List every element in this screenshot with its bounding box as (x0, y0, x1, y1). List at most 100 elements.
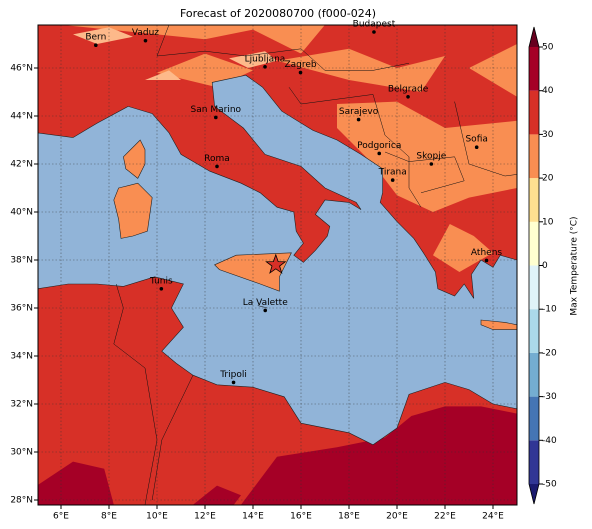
city-dot (231, 380, 236, 385)
colorbar-band (529, 309, 539, 353)
colorbar-band (529, 265, 539, 310)
hot-spot (73, 27, 133, 44)
colorbar-band (529, 396, 539, 441)
island (480, 319, 517, 330)
city-label: Belgrade (388, 84, 429, 94)
border (151, 375, 194, 501)
city-dot (214, 115, 218, 120)
city-label: Ljubljana (245, 54, 286, 64)
city-dot (263, 65, 267, 69)
city-dot (143, 38, 148, 43)
colorbar-tick-label: 10 (542, 217, 554, 227)
city-label: Budapest (353, 20, 396, 30)
colorbar-tick-label: -20 (542, 348, 557, 358)
lat-tick-label: 38°N (10, 256, 33, 266)
colorbar-band (529, 352, 539, 397)
colorbar-tick-label: 30 (542, 130, 554, 140)
colorbar-tick-label: -40 (542, 436, 557, 446)
lat-tick-label: 44°N (10, 112, 33, 122)
colorbar-tick-label: 50 (542, 43, 554, 53)
colorbar-label: Max Temperature (°C) (570, 216, 580, 315)
border (384, 151, 465, 194)
city-dot (377, 151, 382, 156)
city-label: Tirana (378, 168, 407, 178)
hot-spot (145, 70, 181, 80)
city-dot (356, 117, 361, 122)
hottest-area (241, 406, 517, 505)
lat-tick-label: 40°N (10, 208, 33, 218)
lon-tick-label: 20°E (386, 512, 408, 522)
lon-tick-label: 24°E (482, 512, 504, 522)
colorbar-tick-label: 0 (542, 261, 548, 271)
lon-tick-label: 16°E (290, 512, 312, 522)
lat-tick-label: 30°N (10, 448, 33, 458)
city-label: Skopje (416, 152, 446, 162)
city-label: Tripoli (219, 370, 247, 380)
warm-patch (469, 44, 517, 97)
island (257, 305, 268, 309)
hottest-area (38, 461, 114, 505)
map-area (38, 25, 517, 505)
colorbar-band (529, 221, 539, 266)
city-label: Vaduz (132, 28, 159, 38)
island (113, 182, 153, 239)
warm-patch (337, 101, 517, 212)
map-frame (37, 24, 518, 506)
city-dot (474, 145, 479, 149)
colorbar-extend (529, 484, 539, 504)
city-label: Sarajevo (339, 107, 379, 117)
colorbar-extend (529, 27, 539, 47)
colorbar-tick-label: -50 (542, 480, 557, 490)
colorbar-tick-label: -10 (542, 305, 557, 315)
colorbar-band (529, 178, 539, 222)
city-dot (429, 162, 434, 166)
lon-tick-label: 12°E (194, 512, 216, 522)
city-label: Tunis (149, 276, 173, 286)
city-dot (372, 30, 376, 34)
lat-tick-label: 32°N (10, 400, 33, 410)
title: Forecast of 2020080700 (f000-024) (180, 7, 376, 20)
hottest-area (193, 485, 241, 505)
city-dot (159, 287, 164, 291)
colorbar-band (529, 440, 539, 484)
city-dot (390, 178, 395, 182)
warm-patch (62, 25, 325, 54)
colorbar-tick-label: 40 (542, 86, 554, 96)
city-dot (215, 164, 219, 169)
city-label: Bern (85, 33, 106, 43)
city-label: Roma (204, 154, 230, 164)
lon-tick-label: 14°E (242, 512, 264, 522)
colorbar: -50 -40 -30 -20 -10 0 10 20 30 40 50 (528, 26, 557, 505)
city-dot (484, 258, 489, 263)
city-dot (298, 70, 303, 75)
location-star (265, 253, 287, 274)
colorbar-band (529, 134, 539, 179)
lat-tick-label: 42°N (10, 160, 33, 170)
city-label: Athens (471, 248, 502, 258)
city-label: Podgorica (357, 141, 401, 151)
city-dot (263, 308, 268, 313)
lon-tick-label: 6°E (53, 512, 69, 522)
city-label: Sofia (465, 135, 487, 145)
city-label: San Marino (191, 105, 242, 115)
lon-tick-label: 22°E (434, 512, 456, 522)
city-dot (406, 95, 410, 99)
lat-tick-label: 28°N (10, 496, 33, 506)
lat-tick-label: 34°N (10, 352, 33, 362)
city-label: Zagreb (284, 60, 316, 70)
colorbar-band (529, 47, 539, 91)
border (156, 25, 410, 71)
lat-tick-label: 46°N (10, 64, 33, 74)
hot-spot (229, 51, 277, 68)
lon-tick-label: 10°E (146, 512, 168, 522)
island (123, 139, 146, 179)
lat-tick-label: 36°N (10, 304, 33, 314)
border (288, 87, 422, 208)
city-label: La Valette (243, 298, 288, 308)
lon-tick-label: 18°E (338, 512, 360, 522)
city-dot (94, 43, 98, 47)
colorbar-tick-label: 20 (542, 174, 554, 184)
colorbar-band (529, 90, 539, 135)
colorbar-tick-label: -30 (542, 392, 557, 402)
